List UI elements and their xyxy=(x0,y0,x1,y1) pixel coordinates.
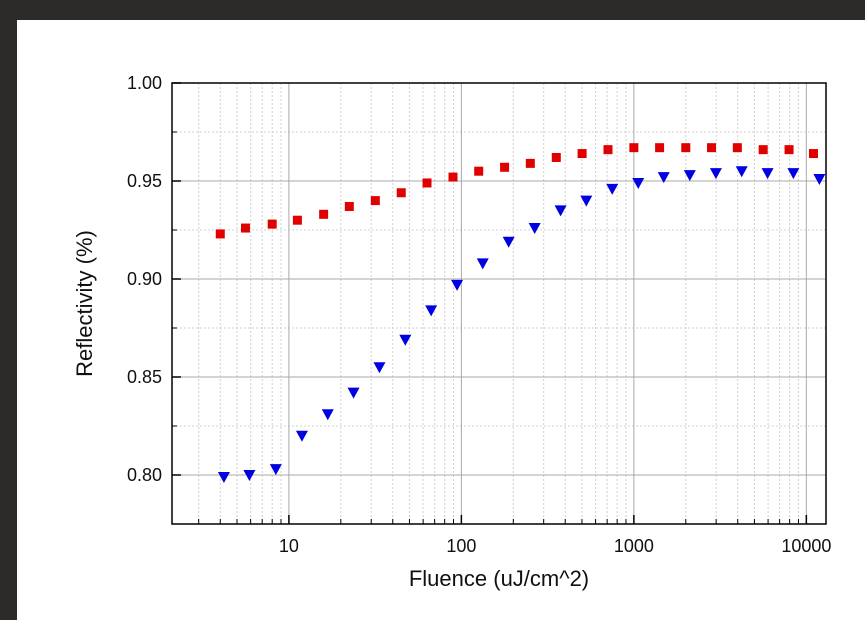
data-point-triangle xyxy=(269,464,282,476)
y-tick-label: 0.90 xyxy=(127,269,162,289)
data-point-triangle xyxy=(528,223,541,235)
data-point-triangle xyxy=(683,170,696,182)
data-point-triangle xyxy=(373,362,386,374)
data-point-triangle xyxy=(217,471,230,483)
data-point-square xyxy=(292,215,302,225)
reflectivity-chart: 10 100 1000 10000 0.80 0.85 0.90 0.95 1.00 Fluen… xyxy=(72,73,831,591)
y-tick-label: 1.00 xyxy=(127,73,162,93)
data-point-triangle xyxy=(451,279,464,291)
data-point-square xyxy=(267,219,277,229)
data-point-triangle xyxy=(709,168,722,180)
data-point-triangle xyxy=(606,183,619,195)
major-grid xyxy=(172,82,826,524)
data-point-triangle xyxy=(502,236,515,248)
data-point-square xyxy=(344,201,354,211)
x-tick-label: 100 xyxy=(446,536,476,556)
tick-labels: 10 100 1000 10000 0.80 0.85 0.90 0.95 1.00 xyxy=(127,73,831,556)
series-1 xyxy=(215,143,818,239)
data-point-square xyxy=(448,172,458,182)
data-point-square xyxy=(370,196,380,206)
data-point-triangle xyxy=(321,409,334,421)
data-point-triangle xyxy=(554,205,567,217)
chart-panel: 10 100 1000 10000 0.80 0.85 0.90 0.95 1.00 Fluen… xyxy=(17,20,865,620)
series-2 xyxy=(217,166,826,483)
data-point-square xyxy=(577,149,587,159)
data-point-triangle xyxy=(761,168,774,180)
x-tick-label: 1000 xyxy=(614,536,654,556)
data-point-square xyxy=(784,145,794,155)
data-point-triangle xyxy=(243,470,256,481)
data-point-triangle xyxy=(399,334,412,346)
data-point-square xyxy=(474,166,484,176)
x-tick-label: 10 xyxy=(279,536,299,556)
data-point-square xyxy=(707,143,717,153)
y-tick-label: 0.95 xyxy=(127,171,162,191)
plot-frame xyxy=(171,82,827,525)
data-point-triangle xyxy=(347,387,360,399)
data-point-triangle xyxy=(657,172,670,184)
data-point-square xyxy=(525,158,535,168)
data-point-square xyxy=(629,143,639,153)
data-point-square xyxy=(240,223,250,233)
x-axis-label: Fluence (uJ/cm^2) xyxy=(409,566,589,591)
data-point-square xyxy=(215,229,225,239)
data-point-triangle xyxy=(580,195,593,207)
data-point-triangle xyxy=(476,258,489,270)
data-point-triangle xyxy=(787,168,800,180)
data-point-square xyxy=(551,152,561,162)
data-point-triangle xyxy=(813,174,826,186)
data-point-triangle xyxy=(295,430,308,442)
data-point-square xyxy=(655,143,665,153)
data-point-square xyxy=(422,178,432,188)
data-point-square xyxy=(758,145,768,155)
data-point-square xyxy=(808,149,818,159)
y-tick-label: 0.85 xyxy=(127,367,162,387)
data-point-square xyxy=(732,143,742,153)
data-point-square xyxy=(681,143,691,153)
y-axis-label: Reflectivity (%) xyxy=(72,230,97,377)
data-point-square xyxy=(500,162,510,172)
data-point-square xyxy=(396,188,406,198)
minor-grid xyxy=(172,83,826,525)
data-point-triangle xyxy=(632,177,645,189)
data-point-triangle xyxy=(425,305,438,317)
y-tick-label: 0.80 xyxy=(127,465,162,485)
data-point-square xyxy=(603,145,613,155)
x-tick-label: 10000 xyxy=(781,536,831,556)
data-series xyxy=(215,143,826,483)
data-point-square xyxy=(319,209,329,219)
axis-ticks xyxy=(172,82,808,525)
data-point-triangle xyxy=(735,166,748,178)
